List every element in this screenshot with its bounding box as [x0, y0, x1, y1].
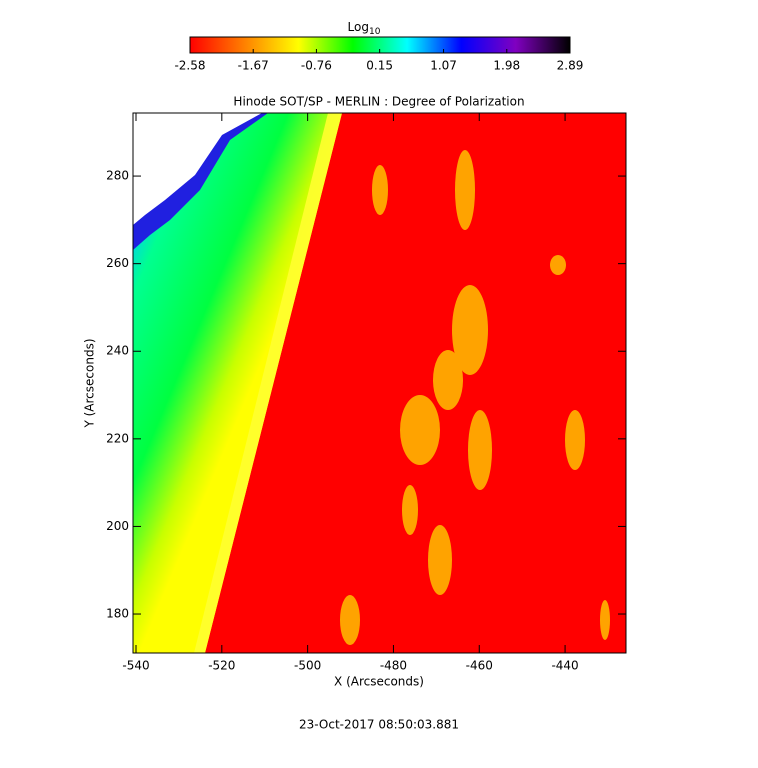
chart-title: Hinode SOT/SP - MERLIN : Degree of Polar…: [233, 95, 524, 109]
colorbar-tick-label: 1.98: [493, 59, 520, 73]
x-tick-label: -520: [208, 659, 235, 673]
colorbar-tick-label: -1.67: [238, 59, 269, 73]
y-tick-label: 260: [106, 256, 129, 270]
x-axis-label: X (Arcseconds): [334, 675, 424, 689]
x-tick-label: -460: [466, 659, 493, 673]
polarization-map: [133, 113, 626, 653]
timestamp: 23-Oct-2017 08:50:03.881: [299, 718, 459, 732]
colorbar-tick-label: 0.15: [366, 59, 393, 73]
colorbar-tick-label: 1.07: [430, 59, 457, 73]
plot-frame: [132, 112, 627, 654]
y-tick-label: 240: [106, 344, 129, 358]
y-tick-label: 180: [106, 607, 129, 621]
x-tick-label: -500: [294, 659, 321, 673]
colorbar-tick-label: 2.89: [557, 59, 584, 73]
y-tick-label: 220: [106, 431, 129, 445]
y-axis-label: Y (Arcseconds): [83, 338, 97, 428]
x-tick-label: -440: [551, 659, 578, 673]
x-tick-label: -480: [380, 659, 407, 673]
x-tick-label: -540: [122, 659, 149, 673]
y-tick-label: 280: [106, 169, 129, 183]
colorbar-tick-label: -2.58: [174, 59, 205, 73]
colorbar-tick-label: -0.76: [301, 59, 332, 73]
colorbar-label: Log10: [348, 20, 381, 37]
y-tick-label: 200: [106, 519, 129, 533]
